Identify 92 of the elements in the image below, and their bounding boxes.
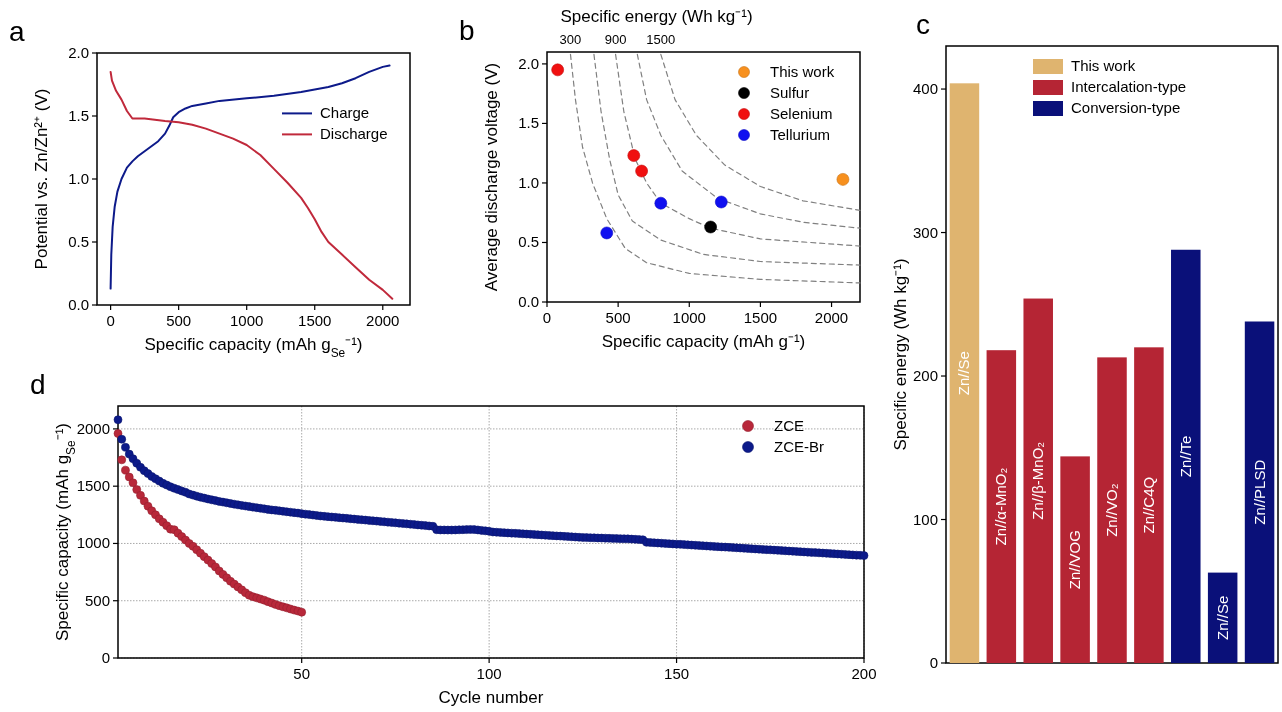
y-tick-label: 1.5 <box>68 107 89 124</box>
x-tick-label: Zn//Te <box>1176 435 1194 478</box>
point <box>714 195 728 209</box>
point <box>836 173 850 186</box>
chart-title: b <box>459 15 475 46</box>
annotation: 300 <box>559 32 582 48</box>
point <box>627 149 641 162</box>
point <box>551 63 564 77</box>
point <box>128 478 138 488</box>
legend-label: ZCE <box>774 417 804 434</box>
line-series <box>614 53 861 247</box>
x-tick-label: 0 <box>542 309 552 326</box>
line-series <box>593 53 861 266</box>
legend-label: Selenium <box>770 105 833 122</box>
y-tick-label: 2000 <box>76 419 110 437</box>
y-axis-title: Average discharge voltage (V) <box>482 62 501 292</box>
bar <box>986 350 1017 663</box>
x-tick-label: 1500 <box>743 309 778 326</box>
x-tick-label: Zn//C4Q <box>1139 476 1157 534</box>
annotation: 1500 <box>646 32 676 48</box>
x-tick-label: Zn//Se <box>955 351 973 396</box>
y-tick-label: 1.0 <box>68 170 89 187</box>
x-tick-label: 500 <box>605 309 631 326</box>
y-axis-title: Potential vs. Zn/Zn²⁺ (V) <box>32 88 51 270</box>
x-tick-label: 200 <box>851 665 877 682</box>
point <box>297 607 306 617</box>
y-tick-label: 1.0 <box>518 173 539 191</box>
y-tick-label: 2.0 <box>68 44 89 61</box>
point <box>124 472 134 482</box>
x-tick-label: 500 <box>166 312 192 329</box>
y-tick-label: 0.5 <box>518 233 539 251</box>
y-tick-label: 300 <box>912 223 938 241</box>
legend-label: Tellurium <box>770 126 831 143</box>
bar <box>1097 357 1127 663</box>
chart-title: c <box>916 9 930 40</box>
y-tick-label: 400 <box>912 80 938 98</box>
y-tick-label: 0.5 <box>68 233 89 250</box>
y-tick-label: 0.0 <box>518 293 539 310</box>
bar <box>1060 456 1090 663</box>
point <box>117 455 127 465</box>
legend-label: Intercalation-type <box>1071 78 1187 95</box>
x-axis-title: Cycle number <box>438 688 544 707</box>
chart-title: d <box>30 369 46 400</box>
legend-label: This work <box>1071 57 1136 74</box>
x-tick-label: Zn//VO₂ <box>1103 483 1120 537</box>
bar <box>1134 347 1164 663</box>
y-tick-label: 2.0 <box>518 54 539 72</box>
line-series <box>569 53 861 284</box>
x-tick-label: 100 <box>476 665 502 682</box>
point <box>654 196 668 210</box>
x-axis-title: Specific capacity (mAh g$_{Se}$⁻¹) <box>144 335 363 360</box>
legend-label: This work <box>770 63 835 80</box>
x-axis-title: Specific capacity (mAh g⁻¹) <box>601 332 806 351</box>
text: Specific energy (Wh kg⁻¹) <box>560 7 753 26</box>
y-tick-label: 200 <box>912 367 938 385</box>
y-tick-label: 0.0 <box>68 296 89 313</box>
legend-label: Discharge <box>320 125 388 143</box>
bar <box>1023 298 1053 663</box>
y-tick-label: 1.5 <box>518 114 539 132</box>
point <box>635 164 648 178</box>
legend-label: Sulfur <box>770 84 810 101</box>
x-tick-label: Zn//α-MnO₂ <box>992 467 1010 546</box>
bar <box>949 83 980 663</box>
point <box>113 429 123 438</box>
x-tick-label: Zn//VOG <box>1066 530 1084 590</box>
x-tick-label: Zn//PLSD <box>1250 459 1268 525</box>
x-tick-label: 1500 <box>298 312 332 329</box>
legend-label: ZCE-Br <box>774 438 824 455</box>
y-tick-label: 0 <box>101 649 110 666</box>
x-tick-label: Zn//Se <box>1213 595 1231 640</box>
point <box>136 491 145 500</box>
x-tick-label: 150 <box>664 665 690 682</box>
x-tick-label: Zn//β-MnO₂ <box>1029 441 1047 520</box>
line-series <box>636 53 861 229</box>
x-tick-label: 50 <box>293 665 311 682</box>
y-tick-label: 500 <box>84 591 110 609</box>
legend-label: Charge <box>320 104 370 122</box>
chart-title: a <box>9 16 25 47</box>
point <box>600 226 614 240</box>
annotation: 900 <box>604 32 627 48</box>
y-tick-label: 0 <box>929 654 938 671</box>
x-tick-label: 1000 <box>230 312 264 329</box>
x-tick-label: 1000 <box>672 309 706 326</box>
point <box>704 220 717 234</box>
line-series <box>660 53 861 211</box>
x-tick-label: 2000 <box>366 312 400 329</box>
point <box>121 465 130 475</box>
legend-label: Conversion-type <box>1071 99 1181 116</box>
bar <box>1171 249 1201 663</box>
x-tick-label: 2000 <box>814 309 849 326</box>
y-axis-title: Specific energy (Wh kg⁻¹) <box>891 258 910 451</box>
bar <box>1244 321 1275 663</box>
